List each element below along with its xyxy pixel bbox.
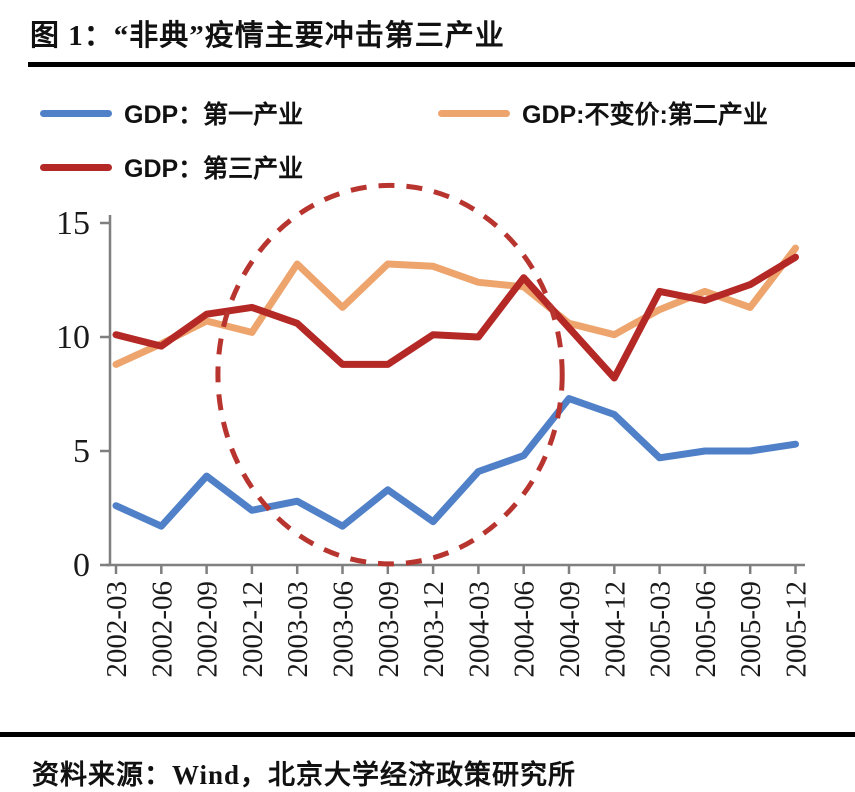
x-tick-label: 2004-03: [463, 581, 495, 678]
x-tick-label: 2005-12: [781, 581, 813, 678]
line-chart: 0 5 10 15 2002-03 2002-06 2002-09 2002-12 2003-0…: [0, 182, 855, 730]
y-tick-label: 15: [56, 205, 90, 242]
legend-item-primary-industry: GDP：第一产业: [40, 97, 438, 129]
x-tick-label: 2004-09: [554, 581, 586, 678]
chart-legend: GDP：第一产业 GDP:不变价:第二产业 GDP：第三产业: [40, 97, 855, 183]
x-tick-label: 2004-12: [599, 581, 631, 678]
figure-title: 图 1：“非典”疫情主要冲击第三产业: [30, 20, 505, 52]
x-tick-label: 2002-12: [237, 581, 269, 678]
legend-label-tertiary-industry: GDP：第三产业: [124, 155, 304, 183]
figure-page: 图 1：“非典”疫情主要冲击第三产业 GDP：第一产业 GDP:不变价:第二产业…: [0, 10, 855, 792]
y-tick-label: 10: [56, 319, 90, 356]
x-tick-label: 2005-03: [645, 581, 677, 678]
footer-divider: [0, 732, 855, 737]
legend-swatch-secondary-industry: [438, 109, 510, 117]
y-tick-label: 5: [73, 433, 90, 470]
x-tick-label: 2003-12: [418, 581, 450, 678]
x-tick-label: 2003-06: [328, 581, 360, 678]
gdp-tertiary-industry-line: [112, 253, 799, 382]
legend-label-primary-industry: GDP：第一产业: [124, 101, 304, 129]
x-tick-label: 2003-03: [282, 581, 314, 678]
x-tick-label: 2002-09: [192, 581, 224, 678]
gdp-primary-industry-line: [112, 395, 799, 530]
y-tick-label: 0: [73, 547, 90, 584]
x-tick-label: 2003-09: [373, 581, 405, 678]
legend-swatch-primary-industry: [40, 109, 112, 117]
x-tick-label: 2002-03: [101, 581, 133, 678]
legend-item-secondary-industry: GDP:不变价:第二产业: [438, 97, 855, 129]
legend-item-tertiary-industry: GDP：第三产业: [40, 151, 438, 183]
chart-canvas: 0 5 10 15 2002-03 2002-06 2002-09 2002-12 2003-0…: [56, 182, 813, 678]
source-note: 资料来源：Wind，北京大学经济政策研究所: [32, 760, 577, 790]
title-block: 图 1：“非典”疫情主要冲击第三产业: [28, 10, 855, 67]
x-tick-label: 2005-09: [735, 581, 767, 678]
sars-highlight-ellipse: [215, 182, 565, 567]
x-tick-label: 2005-06: [690, 581, 722, 678]
legend-swatch-tertiary-industry: [40, 163, 112, 171]
gdp-secondary-industry-line: [112, 244, 799, 368]
x-tick-label: 2002-06: [146, 581, 178, 678]
x-tick-label: 2004-06: [509, 581, 541, 678]
legend-label-secondary-industry: GDP:不变价:第二产业: [522, 101, 768, 129]
